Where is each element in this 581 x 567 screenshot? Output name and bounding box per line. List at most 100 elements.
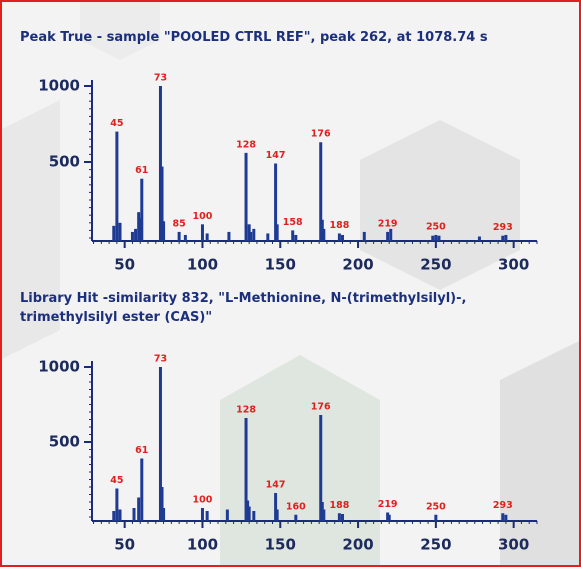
x-tick-label: 250 <box>420 256 451 274</box>
peak <box>138 218 142 241</box>
peak <box>134 228 138 241</box>
peak <box>274 493 278 521</box>
peak-label: 250 <box>426 501 446 512</box>
peak <box>158 86 162 241</box>
peak <box>322 228 326 241</box>
hexagon <box>80 0 160 60</box>
peak-label: 100 <box>193 495 213 506</box>
peak <box>205 511 209 521</box>
x-tick-label: 200 <box>342 536 373 554</box>
peak-label: 176 <box>311 402 331 413</box>
x-tick-label: 150 <box>265 536 296 554</box>
peak <box>227 231 231 241</box>
chart-title: Peak True - sample "POOLED CTRL REF", pe… <box>20 30 488 45</box>
peak <box>244 418 248 521</box>
peak-label: 128 <box>236 405 256 416</box>
peak-label: 250 <box>426 221 446 232</box>
x-tick-label: 50 <box>114 256 135 274</box>
x-tick-label: 200 <box>342 256 373 274</box>
peak <box>200 224 204 241</box>
peak <box>132 508 136 521</box>
peak <box>244 152 248 241</box>
peak-label: 73 <box>154 73 167 84</box>
peak-label: 188 <box>329 220 349 231</box>
y-tick-label: 1000 <box>38 77 80 95</box>
peak-label: 219 <box>378 218 398 229</box>
peak <box>112 225 116 241</box>
peak <box>434 514 438 521</box>
y-tick-label: 1000 <box>38 358 80 376</box>
peak-label: 100 <box>193 211 213 222</box>
x-tick-label: 300 <box>498 536 529 554</box>
peak <box>341 514 345 521</box>
peak <box>501 235 505 241</box>
hexagon <box>0 100 60 360</box>
peak <box>337 233 341 241</box>
peak <box>362 231 366 241</box>
peak <box>504 514 508 521</box>
peak <box>320 502 324 521</box>
peak-label: 219 <box>378 499 398 510</box>
peak <box>275 509 279 521</box>
peak <box>118 509 122 521</box>
peak <box>387 514 391 521</box>
peak-label: 147 <box>266 480 286 491</box>
peak <box>294 514 298 521</box>
peak-label: 128 <box>236 139 256 150</box>
peak <box>386 231 390 241</box>
peak <box>115 131 119 241</box>
peak <box>115 488 119 521</box>
peak-label: 293 <box>493 222 513 233</box>
x-tick-label: 300 <box>498 256 529 274</box>
peak <box>247 224 251 241</box>
peak <box>501 513 505 521</box>
peak <box>112 511 116 521</box>
peak <box>249 231 253 241</box>
peak <box>266 233 270 241</box>
peak <box>205 233 209 241</box>
peak-label: 61 <box>135 445 148 456</box>
peak <box>319 142 323 241</box>
peak <box>130 231 134 241</box>
peak <box>337 513 341 521</box>
peak-label: 61 <box>135 165 148 176</box>
peak <box>437 235 441 241</box>
peak <box>140 178 144 241</box>
peak-label: 85 <box>173 218 186 229</box>
peak <box>247 506 251 521</box>
peak-label: 45 <box>110 118 123 129</box>
peak <box>431 235 435 241</box>
peak <box>160 166 164 241</box>
peak <box>160 487 164 521</box>
peak <box>434 234 438 241</box>
chart-title: Library Hit -similarity 832, "L-Methioni… <box>20 291 467 325</box>
peak <box>319 415 323 521</box>
peak-label: 73 <box>154 354 167 365</box>
peak <box>137 497 141 521</box>
peak <box>274 163 278 241</box>
peak-label: 293 <box>493 500 513 511</box>
x-tick-label: 50 <box>114 536 135 554</box>
peak-label: 45 <box>110 475 123 486</box>
peak <box>177 231 181 241</box>
peak <box>294 234 298 241</box>
peak <box>162 508 166 521</box>
y-tick-label: 500 <box>49 153 80 171</box>
peak <box>246 500 250 521</box>
x-tick-label: 150 <box>265 256 296 274</box>
peak-label: 158 <box>283 217 303 228</box>
peak <box>341 234 345 241</box>
peak <box>320 219 324 241</box>
hexagon <box>500 340 581 567</box>
peak <box>275 224 279 241</box>
peak <box>225 509 229 521</box>
peak <box>477 236 481 241</box>
peak-label: 160 <box>286 501 306 512</box>
peak <box>504 234 508 241</box>
peak <box>158 367 162 521</box>
x-tick-label: 250 <box>420 536 451 554</box>
